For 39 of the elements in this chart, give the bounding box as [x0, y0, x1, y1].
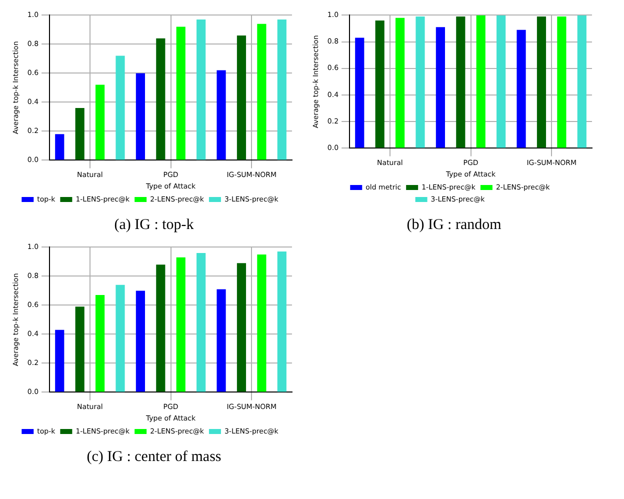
bar	[557, 16, 566, 148]
bar	[136, 290, 146, 392]
bar	[476, 15, 486, 148]
bar	[277, 252, 286, 392]
bar	[156, 38, 166, 160]
bar	[96, 84, 105, 160]
bar	[136, 73, 146, 160]
bar	[116, 284, 125, 392]
bar	[116, 56, 125, 160]
bar	[176, 257, 186, 392]
bar	[196, 20, 206, 160]
text: (c) IG : center of mass	[86, 449, 222, 466]
text: (b) IG : random	[406, 217, 502, 234]
bar	[375, 20, 384, 148]
bar	[236, 263, 246, 392]
bar	[96, 295, 105, 392]
text: (a) IG : top-k	[113, 217, 195, 234]
bar	[496, 15, 506, 148]
bar	[396, 18, 405, 148]
bar	[196, 253, 206, 392]
bar	[456, 16, 466, 148]
bar	[516, 30, 526, 148]
bar	[75, 306, 84, 392]
bar	[55, 134, 64, 160]
bar	[216, 289, 226, 392]
bar	[75, 108, 84, 160]
bar	[236, 36, 246, 160]
bar	[176, 26, 186, 160]
bar	[416, 16, 425, 148]
bar	[257, 254, 266, 392]
bar	[216, 70, 226, 160]
bar	[577, 15, 586, 148]
bar	[156, 264, 166, 392]
bar	[55, 330, 64, 392]
bar	[277, 20, 286, 160]
bar	[355, 38, 364, 148]
bar	[436, 27, 446, 148]
bar	[257, 24, 266, 160]
bar	[536, 16, 546, 148]
